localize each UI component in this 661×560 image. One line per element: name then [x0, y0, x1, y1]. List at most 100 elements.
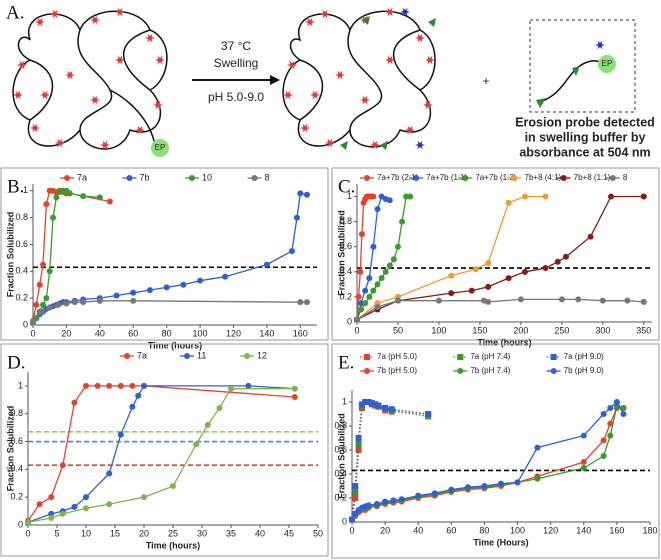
tri [572, 66, 580, 76]
tri [362, 16, 370, 25]
x-tick-label: 20 [61, 328, 71, 338]
legend-marker [184, 353, 190, 359]
panel-frame [0, 343, 329, 557]
arrow-label: 37 °C [221, 39, 251, 53]
x-axis-title: Time (hours) [146, 540, 200, 550]
crosslink-star [90, 15, 100, 25]
y-tick-label: 0.2 [334, 492, 347, 502]
marker [373, 501, 380, 507]
crosslink-star [155, 55, 165, 65]
x-tick-label: 50 [313, 528, 323, 538]
legend-marker [64, 175, 70, 181]
marker [25, 519, 31, 526]
legend-marker [457, 368, 464, 374]
y-tick-label: 0.4 [334, 468, 347, 478]
marker [106, 470, 113, 477]
marker [197, 277, 204, 284]
marker [370, 243, 377, 250]
legend-label: 7b (pH 7.4) [470, 366, 510, 375]
legend-marker [413, 175, 420, 181]
marker [38, 308, 45, 315]
legend-marker [560, 175, 567, 181]
crosslink-star [405, 125, 415, 135]
marker [297, 299, 304, 306]
legend-marker [457, 354, 464, 360]
y-axis-title: Fraction Solubilized [5, 212, 15, 298]
marker [141, 382, 147, 389]
marker [288, 248, 295, 255]
marker [180, 281, 187, 288]
marker [448, 290, 455, 297]
marker [80, 299, 87, 306]
x-tick-label: 40 [413, 525, 423, 535]
marker [354, 316, 360, 323]
marker [365, 399, 372, 405]
crosslink-star [65, 70, 75, 80]
crosslink-star [55, 138, 65, 148]
marker [390, 497, 397, 504]
marker [40, 301, 47, 308]
marker [71, 503, 78, 510]
marker [365, 502, 372, 509]
marker [587, 233, 594, 240]
x-tick-label: 0 [354, 325, 359, 335]
x-axis-title: Time (hours) [148, 340, 202, 350]
marker [222, 273, 229, 280]
y-tick-label: 0.6 [339, 241, 352, 251]
series-line [351, 401, 429, 520]
marker [113, 292, 120, 299]
marker [71, 299, 78, 306]
marker [368, 400, 375, 407]
marker [505, 199, 512, 206]
marker [66, 190, 73, 197]
crosslink-star [30, 123, 40, 133]
legend-label: 8 [265, 172, 270, 182]
marker [358, 306, 365, 313]
x-tick-label: 150 [472, 325, 487, 335]
legend-label: 7b (pH 9.0) [564, 366, 604, 375]
marker [59, 462, 66, 469]
marker [481, 483, 488, 489]
legend-marker [364, 175, 370, 181]
crosslink-star [320, 9, 330, 19]
x-axis-title: Time (Hours) [473, 537, 528, 547]
marker [106, 501, 113, 508]
y-tick-label: 0 [347, 316, 352, 326]
caption: in swelling buffer by [525, 130, 646, 144]
marker [303, 191, 310, 198]
marker [83, 494, 89, 501]
marker [96, 194, 103, 201]
marker [83, 382, 89, 389]
marker [94, 382, 101, 389]
tri [380, 141, 388, 150]
marker [607, 405, 614, 411]
crosslink-star [415, 140, 425, 150]
legend-label: 11 [197, 350, 206, 360]
x-tick-label: 30 [197, 528, 207, 538]
crosslink-star [100, 140, 110, 150]
series-line [356, 195, 644, 321]
marker [534, 444, 541, 451]
marker [415, 492, 422, 499]
series-line [27, 388, 295, 523]
marker [228, 385, 234, 392]
marker [435, 297, 442, 304]
marker [562, 253, 569, 260]
marker [542, 265, 549, 272]
marker [425, 411, 432, 417]
crosslink-star [325, 138, 335, 148]
x-tick-label: 35 [226, 528, 236, 538]
y-tick-label: 0.2 [339, 291, 352, 301]
crosslink-star [40, 90, 50, 100]
chart: E. 0 0.2 0.4 0.6 0.8 1 0 20 40 60 80 100 120 140 160 180… [331, 343, 660, 559]
crosslink-star [287, 60, 297, 70]
crosslink-star [135, 125, 145, 135]
marker [374, 206, 381, 213]
marker [48, 515, 55, 522]
crosslink-star [17, 60, 27, 70]
arrow-label: Swelling [214, 56, 259, 70]
marker [624, 297, 631, 304]
x-tick-label: 140 [259, 328, 274, 338]
marker [600, 437, 607, 444]
